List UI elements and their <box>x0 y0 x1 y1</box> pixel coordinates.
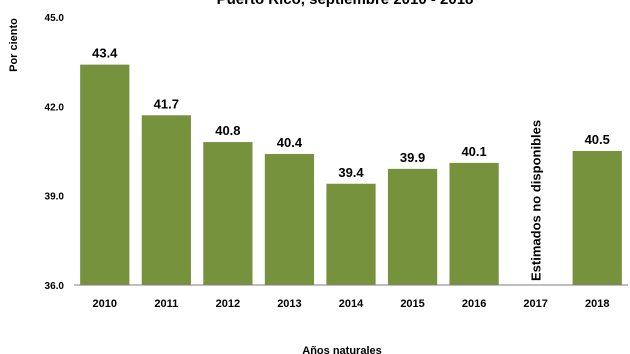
bar-value-label: 39.9 <box>400 150 425 165</box>
chart-title: Puerto Rico, septiembre 2010 - 2018 <box>217 0 474 8</box>
x-tick-label: 2013 <box>277 298 301 310</box>
bar <box>141 115 191 286</box>
category-labels: 2010 2011 2012 2013 2014 2015 2016 2017 2018 <box>93 298 610 310</box>
x-tick-label: 2016 <box>462 298 486 310</box>
bar <box>80 64 130 286</box>
x-tick-label: 2015 <box>400 298 424 310</box>
bars <box>80 64 622 286</box>
bar <box>572 151 622 285</box>
bar <box>264 153 315 285</box>
x-tick-label: 2012 <box>216 298 240 310</box>
x-axis-title: Años naturales <box>302 345 381 354</box>
y-tick-label: 36.0 <box>45 281 65 292</box>
x-tick-label: 2014 <box>339 298 364 310</box>
y-tick-label: 39.0 <box>45 192 65 203</box>
bar-value-label: 40.8 <box>215 123 240 138</box>
y-tick-label: 45.0 <box>45 13 65 24</box>
bar <box>326 183 376 285</box>
y-tick-label: 42.0 <box>45 102 65 113</box>
bar-value-label: 43.4 <box>92 46 118 61</box>
bar-value-label: 41.7 <box>154 96 179 111</box>
y-axis-ticks: 36.0 39.0 42.0 45.0 <box>45 13 65 292</box>
bar-value-label: 40.4 <box>277 135 303 150</box>
y-axis-title: Por ciento <box>8 18 20 72</box>
bar-value-label: 40.1 <box>461 144 486 159</box>
bar <box>387 168 438 285</box>
bar <box>449 162 499 285</box>
x-tick-label: 2010 <box>93 298 117 310</box>
x-tick-label: 2011 <box>154 298 178 310</box>
x-tick-label: 2017 <box>523 298 547 310</box>
value-labels: 43.4 41.7 40.8 40.4 39.4 39.9 40.1 40.5 <box>92 46 610 180</box>
x-tick-label: 2018 <box>585 298 609 310</box>
bar-value-label: 39.4 <box>338 165 364 180</box>
bar-value-label: 40.5 <box>585 132 610 147</box>
missing-data-note: Estimados no disponibles <box>529 120 544 281</box>
bar <box>203 142 253 285</box>
